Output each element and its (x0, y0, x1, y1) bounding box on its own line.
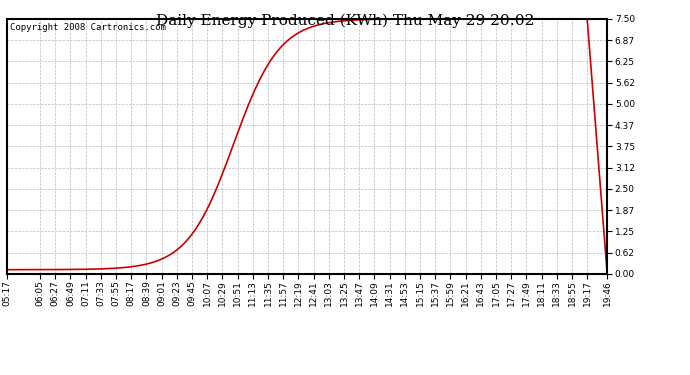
Text: Daily Energy Produced (KWh) Thu May 29 20:02: Daily Energy Produced (KWh) Thu May 29 2… (156, 13, 534, 27)
Text: Copyright 2008 Cartronics.com: Copyright 2008 Cartronics.com (10, 22, 166, 32)
